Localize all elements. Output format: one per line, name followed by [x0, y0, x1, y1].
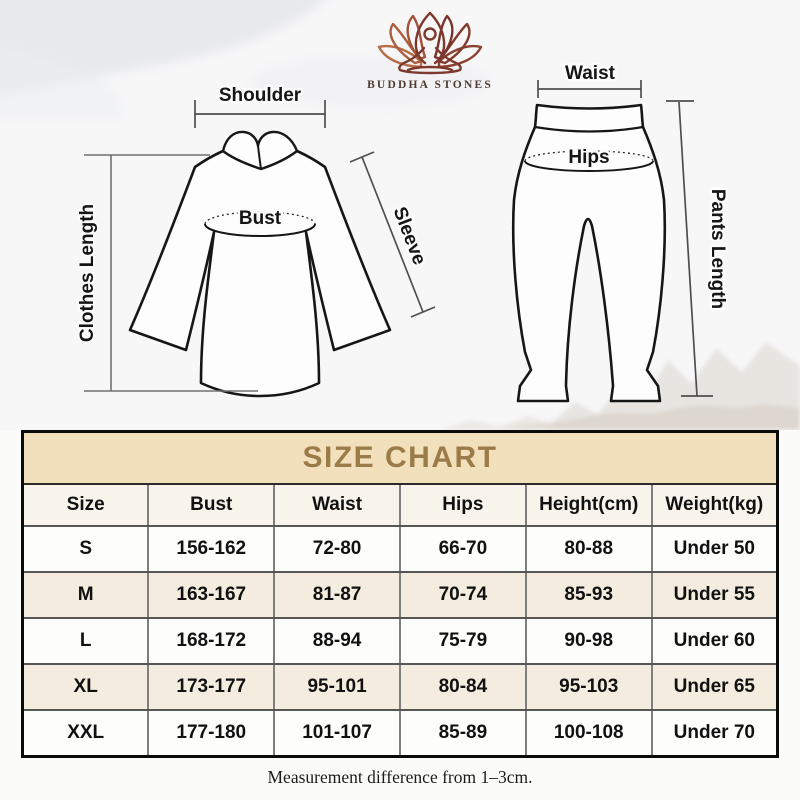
size-chart-section: SIZE CHART Size Bust Waist Hips Height(c…	[21, 430, 779, 758]
shirt-outline	[128, 149, 392, 398]
cell-height: 100-108	[524, 709, 653, 758]
pants-length-measure-line	[666, 100, 713, 397]
size-guide-illustration: BUDDHA STONES Shoulder	[0, 0, 800, 430]
cell-bust: 163-167	[147, 571, 276, 619]
cell-hips: 85-89	[398, 709, 527, 758]
mountain-watermark	[440, 342, 800, 430]
brand-name: BUDDHA STONES	[367, 79, 493, 91]
bust-line-solid	[204, 223, 316, 237]
cell-size: XL	[21, 663, 150, 711]
cell-height: 85-93	[524, 571, 653, 619]
cell-bust: 173-177	[147, 663, 276, 711]
table-row-m: M 163-167 81-87 70-74 85-93 Under 55	[21, 571, 779, 619]
column-header-size: Size	[21, 483, 150, 527]
cloud-watermark	[0, 0, 490, 118]
pants-outline	[511, 103, 667, 403]
cell-size: XXL	[21, 709, 150, 758]
table-row-l: L 168-172 88-94 75-79 90-98 Under 60	[21, 617, 779, 665]
cell-height: 90-98	[524, 617, 653, 665]
waist-label: Waist	[565, 63, 616, 84]
cell-waist: 88-94	[273, 617, 401, 665]
size-chart-table: SIZE CHART Size Bust Waist Hips Height(c…	[21, 430, 779, 758]
cell-height: 80-88	[524, 525, 653, 573]
top-garment-diagram: Shoulder Clothes Length Bust Sleeve	[75, 83, 436, 398]
cell-height: 95-103	[524, 663, 653, 711]
pants-waistband-seam	[534, 125, 644, 133]
table-row-xxl: XXL 177-180 101-107 85-89 100-108 Under …	[21, 709, 779, 758]
hips-line-solid	[524, 160, 654, 172]
column-header-row: Size Bust Waist Hips Height(cm) Weight(k…	[21, 483, 779, 527]
clothes-length-measure-line	[84, 154, 258, 392]
cell-size: M	[21, 571, 150, 619]
hips-label: Hips	[568, 147, 609, 168]
shirt-collar-seam	[257, 145, 262, 170]
cell-bust: 156-162	[147, 525, 276, 573]
hips-line-dotted	[524, 150, 654, 162]
cell-waist: 81-87	[273, 571, 401, 619]
lotus-meditation-icon	[377, 11, 483, 75]
cell-weight: Under 55	[650, 571, 779, 619]
cell-weight: Under 70	[650, 709, 779, 758]
table-row-xl: XL 173-177 95-101 80-84 95-103 Under 65	[21, 663, 779, 711]
shoulder-measure-line	[194, 100, 326, 128]
cell-weight: Under 50	[650, 525, 779, 573]
size-chart-title: SIZE CHART	[21, 430, 779, 485]
shoulder-label: Shoulder	[219, 85, 302, 106]
size-chart-title-row: SIZE CHART	[21, 430, 779, 485]
waist-measure-line	[537, 80, 642, 98]
cell-weight: Under 60	[650, 617, 779, 665]
column-header-height: Height(cm)	[524, 483, 653, 527]
clothes-length-label: Clothes Length	[77, 204, 98, 342]
cell-hips: 80-84	[398, 663, 527, 711]
cell-size: L	[21, 617, 150, 665]
column-header-bust: Bust	[147, 483, 276, 527]
cell-bust: 168-172	[147, 617, 276, 665]
column-header-waist: Waist	[273, 483, 401, 527]
brand-logo: BUDDHA STONES	[367, 11, 493, 91]
pants-length-label: Pants Length	[707, 189, 728, 309]
column-header-hips: Hips	[398, 483, 527, 527]
sleeve-measure-line	[349, 151, 436, 318]
cell-hips: 75-79	[398, 617, 527, 665]
cell-size: S	[21, 525, 150, 573]
cell-waist: 95-101	[273, 663, 401, 711]
cell-weight: Under 65	[650, 663, 779, 711]
cell-waist: 72-80	[273, 525, 401, 573]
cell-hips: 70-74	[398, 571, 527, 619]
cell-bust: 177-180	[147, 709, 276, 758]
column-header-weight: Weight(kg)	[650, 483, 779, 527]
cell-waist: 101-107	[273, 709, 401, 758]
table-row-s: S 156-162 72-80 66-70 80-88 Under 50	[21, 525, 779, 573]
cell-hips: 66-70	[398, 525, 527, 573]
pants-diagram: Waist Hips Pants Length	[511, 61, 731, 403]
measurement-footnote: Measurement difference from 1–3cm.	[267, 767, 533, 787]
bust-label: Bust	[239, 208, 282, 229]
